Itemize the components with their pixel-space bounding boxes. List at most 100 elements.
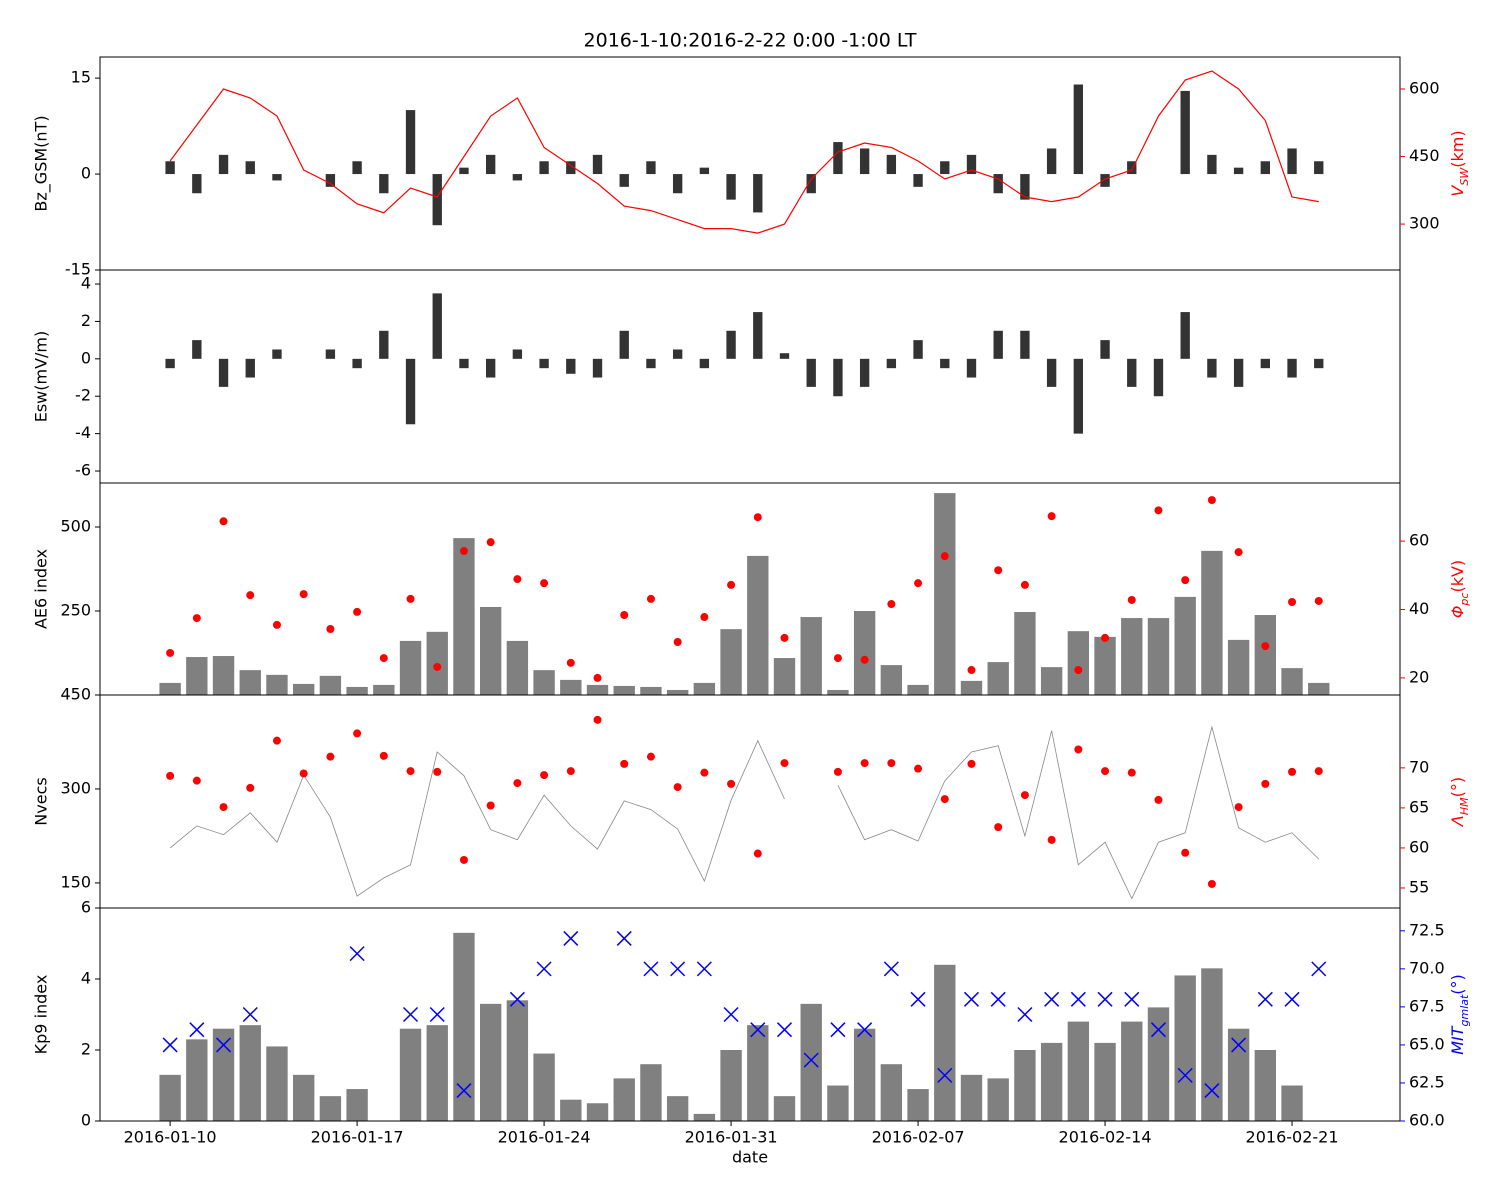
bar bbox=[726, 174, 736, 200]
bar bbox=[1014, 1050, 1036, 1121]
bar bbox=[1233, 167, 1244, 175]
bar bbox=[880, 665, 903, 695]
bar bbox=[1067, 1021, 1090, 1121]
x-marker bbox=[349, 946, 365, 962]
dot bbox=[700, 613, 709, 622]
dot bbox=[646, 752, 655, 761]
y2-tick-label: 60.0 bbox=[1409, 1111, 1445, 1130]
x-marker bbox=[750, 1022, 766, 1038]
y2-tick-label: 600 bbox=[1409, 78, 1440, 97]
bar bbox=[399, 1028, 422, 1121]
bar bbox=[266, 674, 288, 695]
x-marker bbox=[910, 991, 926, 1007]
dot bbox=[780, 633, 789, 642]
y-tick-label: 4 bbox=[81, 274, 91, 293]
dot bbox=[246, 591, 255, 600]
x-marker bbox=[696, 961, 712, 977]
y-tick-label: -4 bbox=[75, 423, 91, 442]
bar bbox=[1227, 639, 1250, 695]
bar bbox=[539, 161, 549, 175]
bar bbox=[619, 330, 629, 359]
bar bbox=[272, 174, 282, 181]
bar bbox=[266, 1046, 288, 1121]
panel: 2016-1-10:2016-2-22 0:00 -1:00 LT -15 0 15 B… bbox=[32, 30, 1471, 279]
y2-tick-label: 65 bbox=[1409, 797, 1429, 816]
bar bbox=[485, 154, 496, 175]
dot bbox=[1047, 512, 1056, 521]
bar bbox=[566, 161, 576, 175]
dot bbox=[272, 736, 281, 745]
bar bbox=[512, 174, 523, 181]
dot bbox=[593, 673, 602, 682]
panel: 0 2 4 6 Kp9 index 60.0 62.5 65.0 67.5 70.0 72.5 MIT… bbox=[32, 898, 1471, 1167]
bar bbox=[165, 358, 175, 369]
bar bbox=[1121, 1021, 1143, 1121]
dot bbox=[1261, 642, 1270, 651]
dot bbox=[673, 638, 682, 646]
bar bbox=[1201, 550, 1223, 695]
x-marker bbox=[1177, 1067, 1193, 1083]
bar bbox=[432, 174, 442, 226]
x-marker bbox=[616, 930, 632, 946]
bar bbox=[512, 349, 523, 359]
y-axis-label: Bz_GSM(nT) bbox=[32, 115, 52, 211]
dot bbox=[860, 759, 869, 768]
dot bbox=[272, 620, 281, 629]
y2-tick-label: 20 bbox=[1409, 667, 1429, 686]
dot bbox=[1234, 548, 1243, 557]
dot bbox=[833, 767, 842, 776]
dot bbox=[1314, 596, 1323, 605]
bar bbox=[1260, 161, 1270, 175]
y2-tick-label: 300 bbox=[1409, 214, 1440, 233]
bar bbox=[934, 493, 956, 695]
dot bbox=[486, 538, 495, 547]
bar bbox=[352, 161, 362, 175]
bar bbox=[1180, 312, 1190, 359]
y-tick-label: 4 bbox=[81, 969, 91, 988]
dot bbox=[566, 658, 575, 667]
bar bbox=[747, 555, 769, 695]
x-marker bbox=[536, 961, 552, 977]
bar bbox=[833, 142, 843, 175]
axes-frame bbox=[99, 907, 1401, 1122]
y2-tick-label: 67.5 bbox=[1409, 996, 1445, 1015]
dot bbox=[1154, 506, 1163, 515]
bar bbox=[666, 689, 689, 695]
dot bbox=[967, 666, 976, 675]
dot bbox=[433, 662, 442, 671]
bar bbox=[1260, 358, 1270, 369]
bar bbox=[646, 358, 656, 369]
bar bbox=[352, 358, 362, 369]
dot bbox=[780, 759, 789, 768]
bar bbox=[1014, 612, 1036, 695]
bar bbox=[987, 662, 1009, 695]
x-marker bbox=[670, 961, 686, 977]
bar bbox=[806, 174, 816, 194]
x-marker bbox=[216, 1037, 232, 1053]
bar bbox=[586, 1103, 609, 1121]
bar bbox=[1046, 148, 1057, 175]
bar bbox=[966, 358, 977, 378]
dot bbox=[1074, 666, 1083, 675]
y-axis-label: AE6 index bbox=[32, 549, 51, 629]
dot bbox=[219, 803, 228, 812]
bar bbox=[325, 174, 336, 187]
x-tick-label: 2016-02-07 bbox=[872, 1128, 965, 1147]
bar bbox=[1254, 615, 1277, 695]
dot bbox=[540, 771, 549, 780]
x-tick-label: 2016-01-17 bbox=[311, 1128, 404, 1147]
bar bbox=[459, 167, 469, 175]
y-tick-label: 0 bbox=[81, 1111, 91, 1130]
y2-tick-label: 70.0 bbox=[1409, 958, 1445, 977]
bar bbox=[646, 161, 656, 175]
dot bbox=[166, 648, 175, 657]
bar bbox=[1127, 161, 1137, 175]
dot bbox=[353, 729, 362, 738]
bar bbox=[592, 358, 603, 378]
dot bbox=[673, 783, 682, 792]
bar bbox=[325, 349, 336, 359]
dot bbox=[486, 801, 495, 810]
x-marker bbox=[803, 1052, 819, 1068]
bar bbox=[159, 682, 181, 695]
